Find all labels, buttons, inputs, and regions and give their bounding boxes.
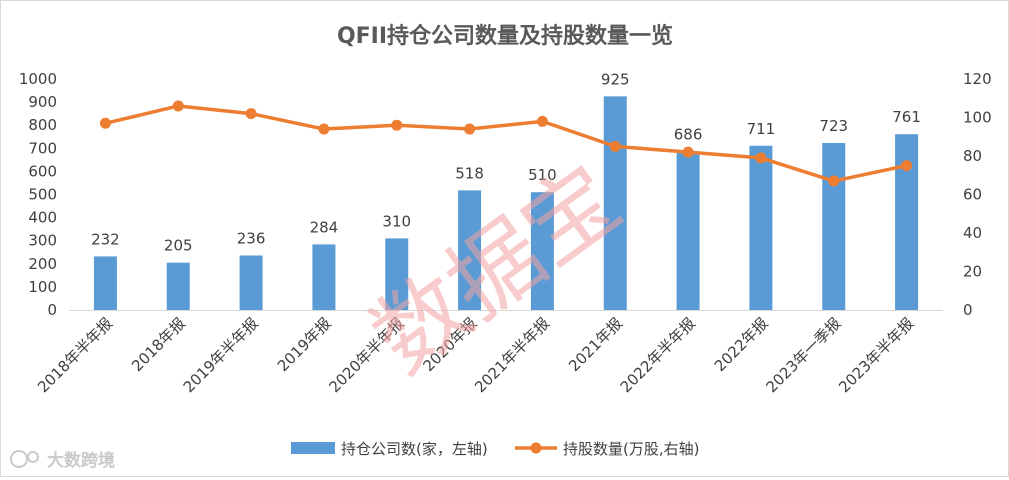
bar-data-label: 236 (237, 229, 266, 247)
left-tick-label: 800 (28, 116, 57, 134)
legend-bar-label: 持仓公司数(家，左轴) (341, 440, 488, 458)
bar (749, 145, 773, 310)
bar (676, 151, 700, 310)
line-point (755, 152, 767, 164)
legend-line-label: 持股数量(万股,右轴) (563, 440, 699, 458)
bar (603, 96, 627, 310)
left-tick-label: 200 (28, 255, 57, 273)
weibo-eye-icon (27, 451, 39, 463)
line-point (245, 108, 257, 120)
right-tick-label: 120 (963, 70, 992, 88)
line-point (464, 123, 476, 135)
bar-data-label: 232 (91, 230, 120, 248)
x-tick-label: 2018年报 (128, 314, 189, 375)
bar (895, 134, 919, 310)
left-axis: 0 100 200 300 400 500 600 700 800 900 1000 (19, 70, 57, 319)
left-tick-label: 700 (28, 139, 57, 157)
right-tick-label: 20 (963, 263, 982, 281)
right-tick-label: 100 (963, 109, 992, 127)
x-tick-label: 2022年报 (711, 314, 772, 375)
line-path (105, 104, 907, 183)
bar-data-labels: 232 205 236 284 310 518 510 925 686 711 723 761 (91, 70, 921, 254)
left-tick-label: 0 (47, 301, 57, 319)
bar (458, 190, 482, 310)
line-point (901, 160, 913, 172)
left-tick-label: 1000 (19, 70, 57, 88)
right-tick-label: 0 (963, 301, 973, 319)
left-tick-label: 300 (28, 232, 57, 250)
bar (166, 262, 190, 310)
left-tick-label: 500 (28, 186, 57, 204)
line-point (391, 119, 403, 131)
chart-title: QFII持仓公司数量及持股数量一览 (337, 23, 673, 49)
line-point (99, 117, 111, 129)
x-tick-label: 2023年一季报 (762, 314, 844, 396)
legend-bar-swatch (291, 442, 335, 454)
brand-text: 大数跨境 (47, 450, 115, 471)
line-point (828, 175, 840, 187)
legend-line-marker (530, 442, 542, 454)
bar-data-label: 711 (747, 120, 776, 138)
right-tick-label: 80 (963, 147, 982, 165)
bar-data-label: 205 (164, 237, 193, 255)
legend: 持仓公司数(家，左轴) 持股数量(万股,右轴) (291, 440, 699, 458)
bar-data-label: 518 (455, 164, 484, 182)
bar-data-label: 761 (892, 108, 921, 126)
bar (93, 256, 117, 310)
left-tick-label: 100 (28, 278, 57, 296)
x-tick-label: 2019年半年报 (180, 314, 262, 396)
x-tick-label: 2018年半年报 (34, 314, 116, 396)
line-point (609, 140, 621, 152)
bar-data-label: 310 (382, 212, 411, 230)
x-tick-label: 2021年报 (565, 314, 626, 375)
x-tick-label: 2022年半年报 (617, 314, 699, 396)
bar (530, 192, 554, 310)
left-tick-label: 400 (28, 209, 57, 227)
x-tick-label: 2019年报 (274, 314, 335, 375)
brand-logo: 大数跨境 (10, 450, 115, 471)
left-tick-label: 600 (28, 162, 57, 180)
line-point (318, 123, 330, 135)
bar (239, 255, 263, 310)
bar-data-label: 284 (310, 218, 339, 236)
x-tick-label: 2023年半年报 (835, 314, 917, 396)
bar (385, 238, 409, 310)
bar-series (93, 96, 919, 310)
bar-data-label: 925 (601, 70, 630, 88)
bar-data-label: 723 (819, 117, 848, 135)
line-point (172, 100, 184, 112)
line-series (99, 100, 913, 187)
right-axis: 0 20 40 60 80 100 120 (963, 70, 992, 319)
left-tick-label: 900 (28, 93, 57, 111)
line-point (536, 115, 548, 127)
weibo-icon (10, 450, 28, 468)
bar-data-label: 686 (674, 126, 703, 144)
bar-data-label: 510 (528, 166, 557, 184)
right-tick-label: 40 (963, 224, 982, 242)
line-point (682, 146, 694, 158)
bar (822, 142, 846, 310)
right-tick-label: 60 (963, 186, 982, 204)
bar (312, 244, 336, 310)
